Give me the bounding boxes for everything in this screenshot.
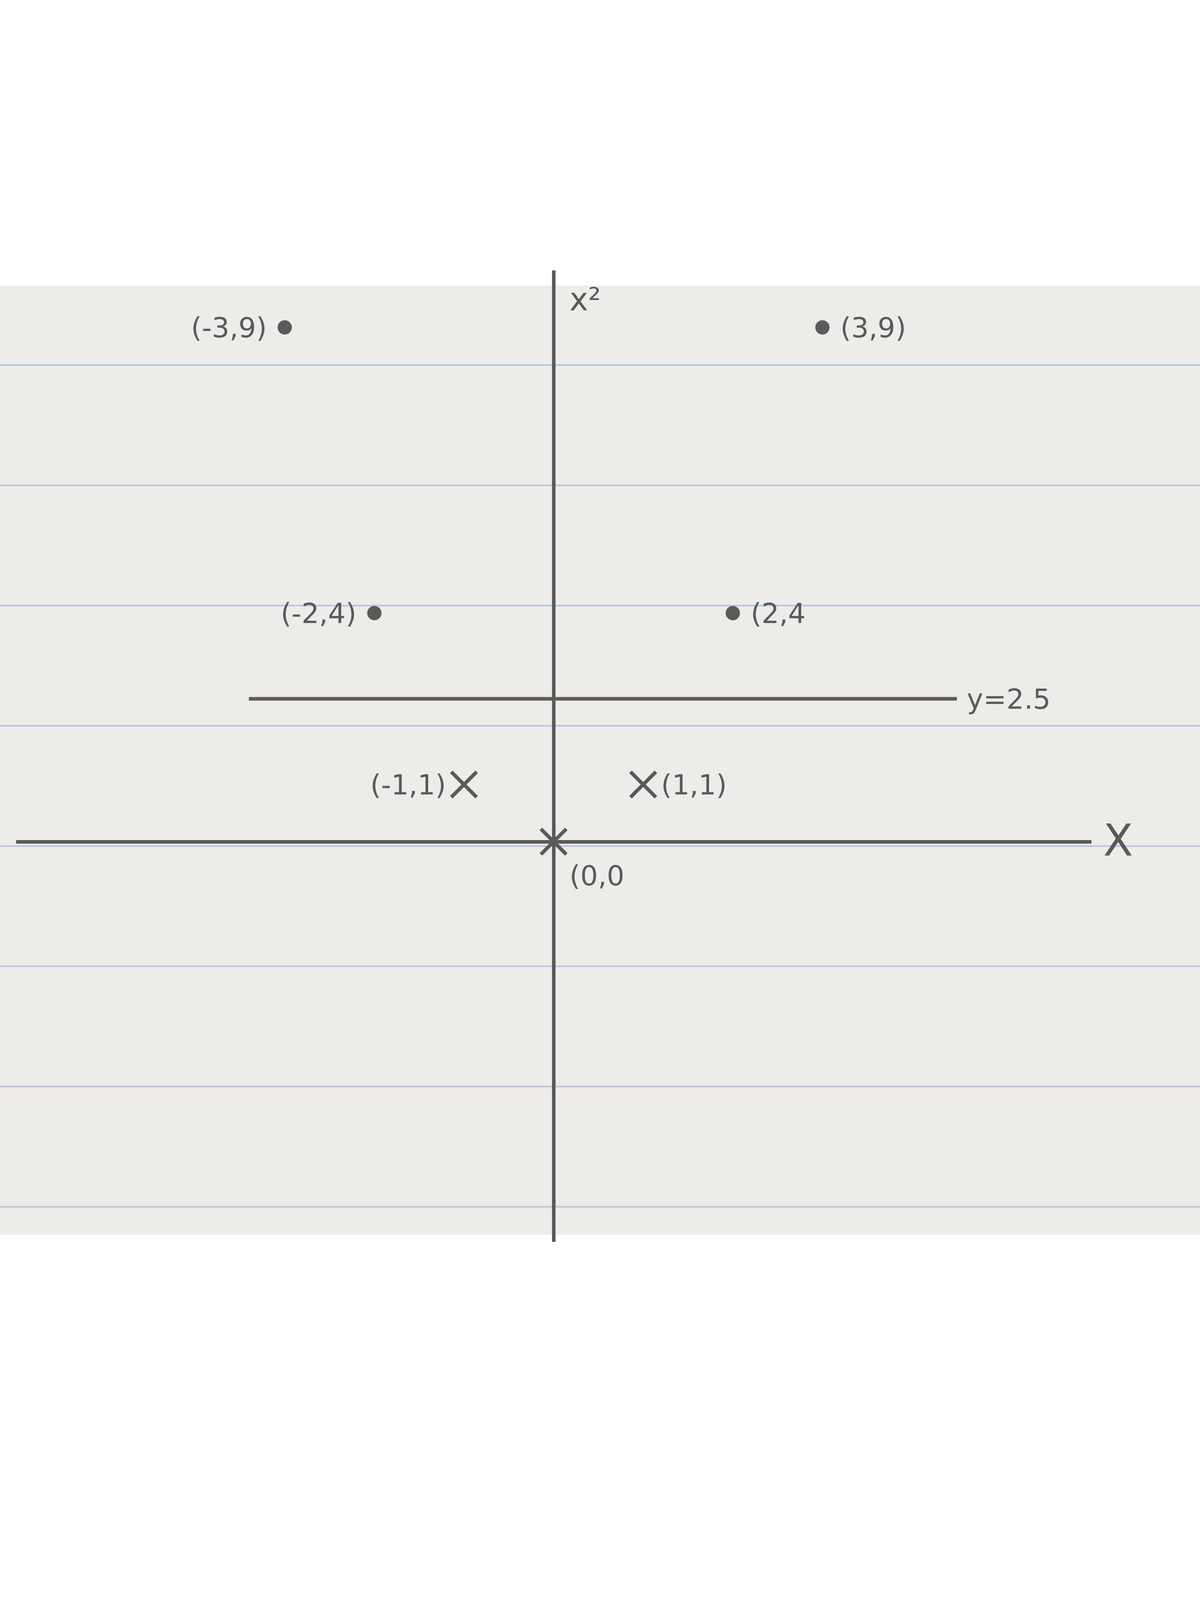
hline [248,697,957,701]
point-label: (0,0 [569,859,625,893]
point-label: (3,9) [840,311,907,345]
hline-label: y=2.5 [966,682,1051,716]
x-marker [630,771,656,798]
point-label: (-3,9) [190,311,267,345]
y-axis [553,270,554,1243]
ruled-lines [0,365,1200,1207]
ruled-line [0,484,1200,487]
point [367,605,382,621]
point-label: (1,1) [661,768,727,802]
point-label: (-2,4) [280,597,357,630]
labels: y=2.5 (-3,9) (3,9) (-2,4) (2,4 (-1,1) (1,1) (0,… [190,311,1051,893]
ruled-line [0,1085,1200,1088]
ruled-line [0,965,1200,968]
ruled-line [0,725,1200,727]
x-axis-title: X [1103,815,1133,866]
ruled-line [0,604,1200,607]
axes [16,270,1092,1243]
point-label: (-1,1) [370,768,447,802]
point [725,605,741,621]
marks [248,320,957,855]
ruled-line [0,364,1200,366]
paper [0,285,1200,1235]
point [815,320,830,335]
y-axis-title: x² [569,280,601,318]
ruled-line [0,845,1200,847]
canvas: x² Xy=2.5 (-3,9) (3,9) (-2,4) (2,4 (-1,1) (1,1)… [0,0,1200,1600]
point-label: (2,4 [750,597,806,630]
x-marker [451,771,477,798]
point [277,320,293,335]
x-marker [540,828,567,855]
axis-line [551,270,556,1243]
ruled-line [0,1205,1200,1208]
